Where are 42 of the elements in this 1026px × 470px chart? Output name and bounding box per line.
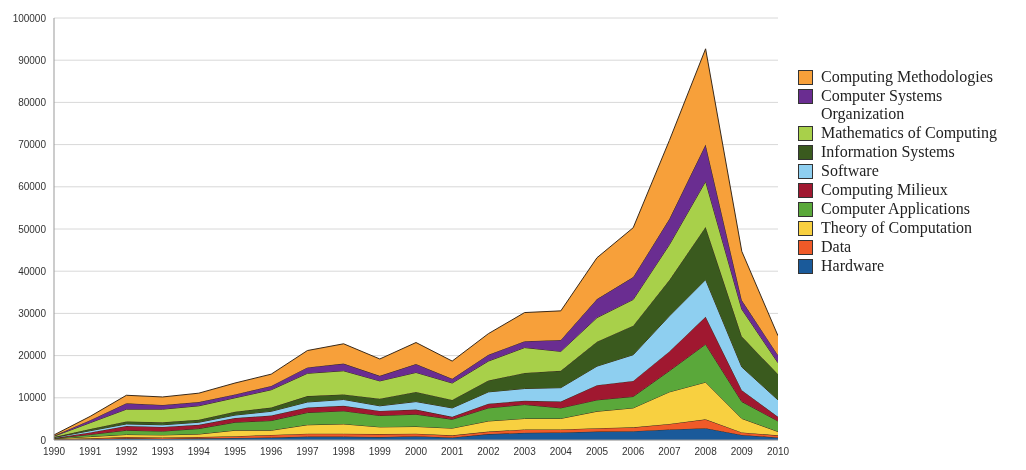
legend-label: Computing Milieux bbox=[821, 181, 949, 199]
x-tick-label: 1998 bbox=[332, 446, 356, 458]
legend-label: Mathematics of Computing bbox=[821, 124, 998, 142]
y-tick-label: 40000 bbox=[18, 265, 47, 277]
x-tick-label: 2006 bbox=[622, 446, 645, 458]
y-tick-label: 60000 bbox=[18, 181, 47, 193]
x-tick-label: 2008 bbox=[694, 446, 718, 458]
legend-label: Theory of Computation bbox=[821, 219, 974, 237]
x-tick-label: 1994 bbox=[187, 446, 211, 458]
y-tick-label: 90000 bbox=[18, 54, 47, 66]
legend-label: Computer Applications bbox=[821, 200, 971, 218]
y-tick-label: 70000 bbox=[18, 139, 47, 151]
legend-label: Computing Methodologies bbox=[821, 68, 994, 86]
x-tick-label: 2003 bbox=[513, 446, 537, 458]
x-tick-label: 2010 bbox=[766, 446, 790, 458]
y-tick-label: 50000 bbox=[18, 223, 47, 235]
legend-label: Information Systems bbox=[821, 143, 956, 161]
y-tick-label: 20000 bbox=[18, 350, 47, 362]
y-tick-label: 10000 bbox=[18, 392, 47, 404]
x-tick-label: 2007 bbox=[658, 446, 681, 458]
x-tick-label: 1995 bbox=[223, 446, 247, 458]
y-tick-label: 30000 bbox=[18, 307, 47, 319]
y-tick-label: 0 bbox=[40, 434, 47, 446]
legend-label: Data bbox=[821, 238, 853, 256]
x-tick-label: 1990 bbox=[42, 446, 66, 458]
x-tick-label: 1997 bbox=[296, 446, 319, 458]
legend-label: Computer Systems Organization bbox=[821, 87, 944, 123]
x-tick-label: 1996 bbox=[260, 446, 283, 458]
x-tick-label: 2009 bbox=[730, 446, 754, 458]
x-tick-label: 1993 bbox=[151, 446, 175, 458]
x-tick-label: 2000 bbox=[404, 446, 428, 458]
x-tick-label: 1999 bbox=[368, 446, 392, 458]
y-tick-label: 100000 bbox=[12, 12, 47, 24]
x-tick-label: 2001 bbox=[441, 446, 464, 458]
legend-label: Software bbox=[821, 162, 880, 180]
x-tick-label: 2005 bbox=[585, 446, 609, 458]
y-tick-label: 80000 bbox=[18, 96, 47, 108]
x-tick-label: 2004 bbox=[549, 446, 573, 458]
x-tick-label: 2002 bbox=[477, 446, 500, 458]
x-tick-label: 1991 bbox=[79, 446, 102, 458]
legend-label: Hardware bbox=[821, 257, 886, 275]
x-tick-label: 1992 bbox=[115, 446, 138, 458]
